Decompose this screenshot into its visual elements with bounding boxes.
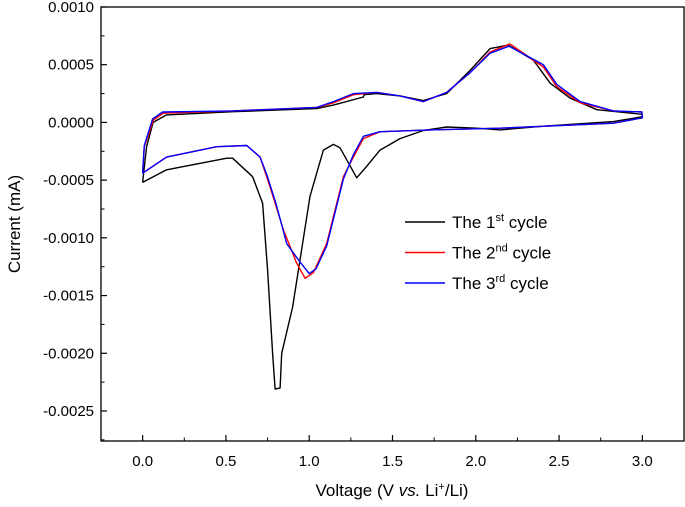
x-tick-label: 0.5 [215, 453, 236, 470]
y-tick-label: 0.0005 [48, 57, 94, 74]
x-tick-label: 1.0 [299, 453, 320, 470]
y-tick-label: 0.0000 [48, 114, 94, 131]
series-line-cycle-2 [141, 43, 644, 279]
x-tick-label: 1.5 [382, 453, 403, 470]
x-tick-label: 0.0 [132, 453, 153, 470]
y-tick-label: -0.0020 [43, 345, 94, 362]
y-tick-label: -0.0005 [43, 172, 94, 189]
series-line-cycle-3 [141, 45, 644, 275]
legend-label-cycle-1: The 1st cycle [452, 212, 548, 232]
x-tick-label: 3.0 [632, 453, 653, 470]
legend-label-cycle-3: The 3rd cycle [452, 273, 549, 293]
series-line-cycle-1 [141, 44, 644, 390]
y-axis-label: Current (mA) [5, 175, 24, 273]
y-tick-label: -0.0010 [43, 230, 94, 247]
x-tick-label: 2.0 [465, 453, 486, 470]
x-axis-label: Voltage (V vs. Li+/Li) [316, 481, 469, 500]
legend-label-cycle-2: The 2nd cycle [452, 243, 551, 263]
plot-frame [100, 6, 685, 442]
y-tick-label: -0.0015 [43, 288, 94, 305]
y-tick-label: -0.0025 [43, 403, 94, 420]
y-tick-label: 0.0010 [48, 0, 94, 16]
x-tick-label: 2.5 [549, 453, 570, 470]
